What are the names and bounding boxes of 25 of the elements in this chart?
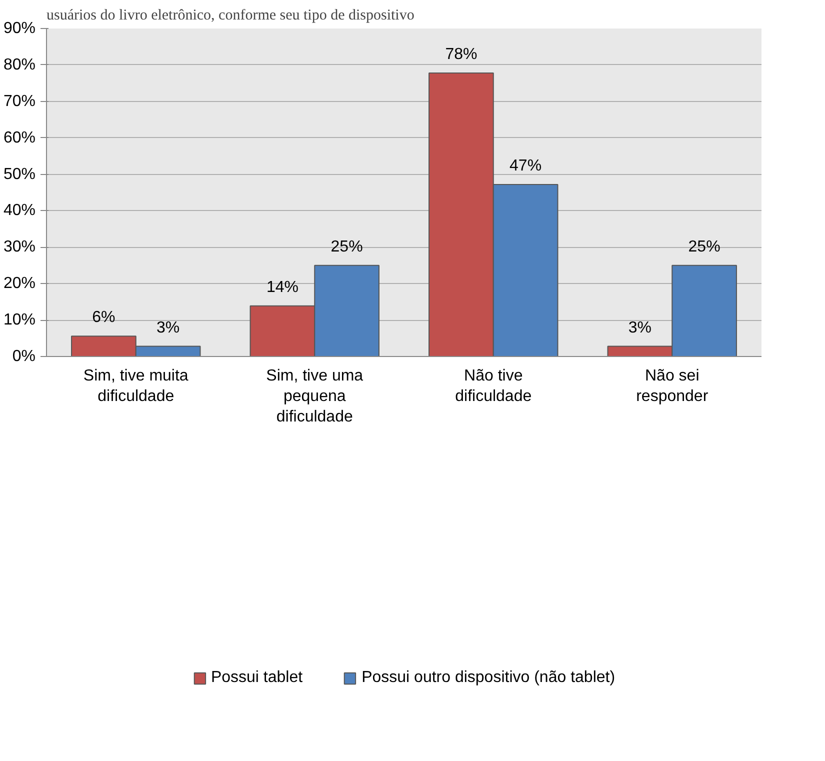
data-label: 25% — [688, 238, 720, 256]
y-tick-label: 50% — [3, 166, 36, 183]
y-tick-label: 90% — [3, 20, 36, 37]
legend-label: Possui tablet — [210, 669, 303, 687]
chart-title: usuários do livro eletrônico, conforme seu tipo de dispositivo — [46, 8, 414, 24]
legend-label: Possui outro dispositivo (não tablet) — [362, 669, 616, 687]
x-tick-label: Não tive dificuldade — [455, 368, 532, 405]
y-tick-label: 80% — [3, 56, 36, 74]
data-label: 6% — [92, 309, 116, 326]
data-label: 3% — [628, 319, 652, 336]
y-tick-label: 0% — [12, 348, 36, 365]
y-tick-label: 10% — [3, 312, 36, 329]
x-tick-label: Sim, tive uma pequena dificuldade — [266, 368, 364, 426]
y-tick-label: 20% — [3, 275, 36, 292]
x-tick-label: Sim, tive muita dificuldade — [83, 368, 188, 405]
y-tick-label: 70% — [3, 92, 36, 110]
y-tick-label: 60% — [3, 129, 36, 146]
data-label: 25% — [330, 238, 363, 256]
y-tick-label: 40% — [3, 202, 36, 220]
data-label: 14% — [266, 278, 298, 296]
y-tick-label: 30% — [3, 238, 36, 256]
data-label: 78% — [445, 46, 478, 63]
x-tick-label: Não sei responder — [636, 368, 709, 405]
data-label: 3% — [156, 319, 180, 336]
data-label: 47% — [510, 157, 542, 174]
